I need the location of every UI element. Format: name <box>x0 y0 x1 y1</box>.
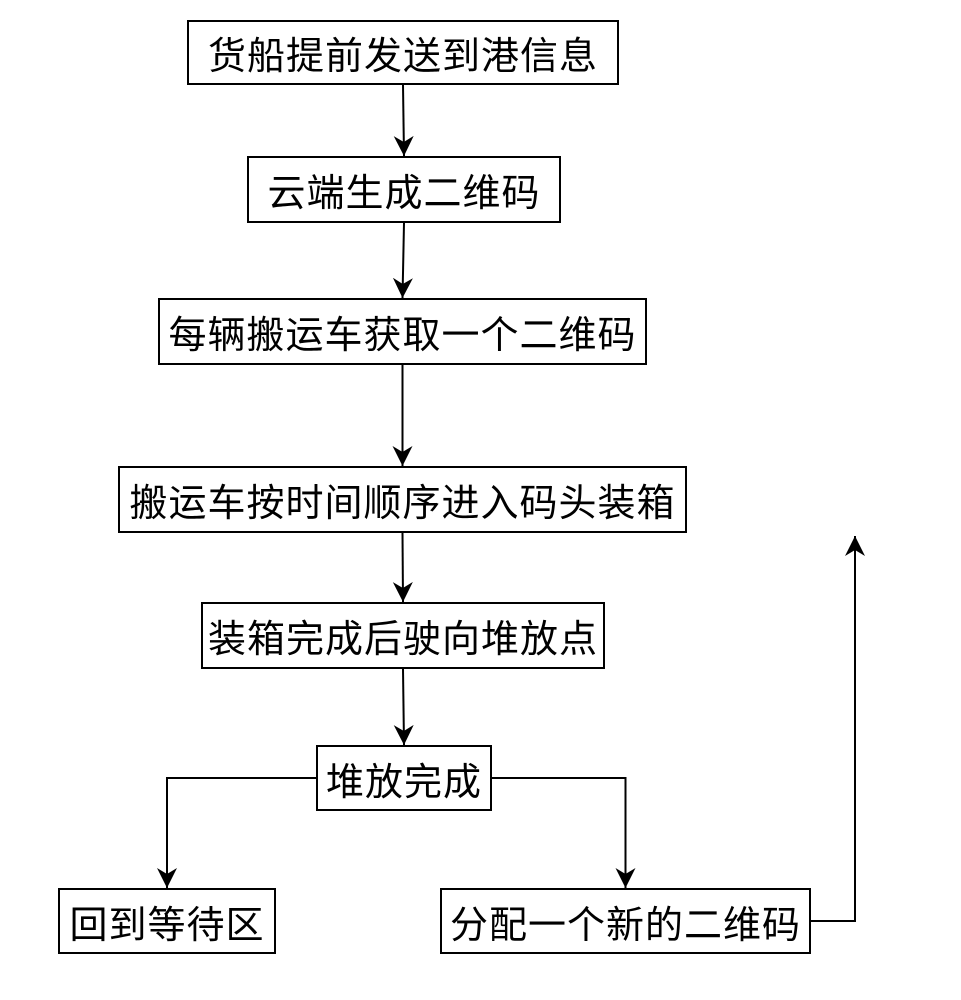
node-label: 堆放完成 <box>326 751 482 806</box>
flowchart-node-n3: 每辆搬运车获取一个二维码 <box>158 298 647 365</box>
flowchart-node-n7: 回到等待区 <box>58 888 276 954</box>
node-label: 搬运车按时间顺序进入码头装箱 <box>129 472 675 527</box>
flowchart-node-n5: 装箱完成后驶向堆放点 <box>201 602 605 669</box>
edge-n6-n7 <box>167 778 316 888</box>
flowchart-node-n2: 云端生成二维码 <box>247 156 561 223</box>
flowchart-node-n4: 搬运车按时间顺序进入码头装箱 <box>118 466 687 533</box>
flowchart-container: 货船提前发送到港信息云端生成二维码每辆搬运车获取一个二维码搬运车按时间顺序进入码… <box>0 0 961 1000</box>
edge-n6-n8 <box>492 778 626 888</box>
node-label: 货船提前发送到港信息 <box>208 25 598 80</box>
edge-n8-n4 <box>811 536 855 921</box>
edge-n4-n5 <box>403 533 404 602</box>
node-label: 每辆搬运车获取一个二维码 <box>168 304 636 359</box>
edge-n2-n3 <box>403 223 405 298</box>
node-label: 回到等待区 <box>69 894 264 949</box>
edge-n1-n2 <box>403 85 404 156</box>
node-label: 装箱完成后驶向堆放点 <box>208 608 598 663</box>
flowchart-node-n8: 分配一个新的二维码 <box>440 888 811 954</box>
flowchart-node-n6: 堆放完成 <box>316 745 492 811</box>
node-label: 云端生成二维码 <box>267 162 540 217</box>
node-label: 分配一个新的二维码 <box>450 894 801 949</box>
edge-n5-n6 <box>403 669 404 745</box>
flowchart-node-n1: 货船提前发送到港信息 <box>187 20 619 85</box>
